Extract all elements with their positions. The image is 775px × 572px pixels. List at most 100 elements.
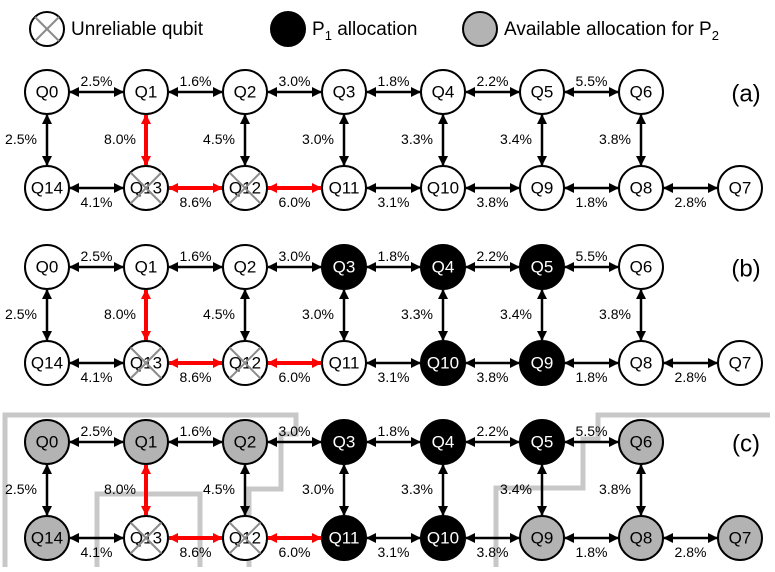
qubit-q14: Q14 bbox=[24, 340, 70, 386]
qubit-circle bbox=[321, 340, 367, 386]
qubit-label: Q4 bbox=[432, 258, 455, 277]
qubit-circle bbox=[123, 419, 169, 465]
edge-label: 3.1% bbox=[378, 369, 410, 385]
edge-label: 3.8% bbox=[477, 544, 509, 560]
qubit-q1: Q1 bbox=[123, 69, 169, 115]
edge-label: 1.8% bbox=[378, 248, 410, 264]
qubit-circle bbox=[519, 419, 565, 465]
qubit-circle bbox=[222, 244, 268, 290]
edge-label: 2.5% bbox=[5, 131, 37, 147]
edge-label: 3.8% bbox=[599, 481, 631, 497]
panel-label: (a) bbox=[731, 81, 760, 108]
qubit-q7: Q7 bbox=[717, 165, 763, 211]
qubit-label: Q6 bbox=[630, 83, 653, 102]
qubit-q10: Q10 bbox=[420, 515, 466, 561]
edge-label: 4.1% bbox=[81, 544, 113, 560]
qubit-circle bbox=[618, 69, 664, 115]
qubit-label: Q5 bbox=[531, 83, 554, 102]
qubit-circle bbox=[420, 244, 466, 290]
qubit-label: Q10 bbox=[427, 354, 459, 373]
edge-label: 4.5% bbox=[203, 131, 235, 147]
qubit-circle bbox=[618, 165, 664, 211]
qubit-q2: Q2 bbox=[222, 69, 268, 115]
p2-region-boundary bbox=[2, 412, 299, 567]
qubit-label: Q11 bbox=[329, 179, 360, 198]
edge-label: 5.5% bbox=[576, 248, 608, 264]
qubit-circle bbox=[519, 340, 565, 386]
qubit-circle bbox=[222, 419, 268, 465]
edge-label: 8.6% bbox=[180, 369, 212, 385]
edge-label: 3.0% bbox=[279, 248, 311, 264]
qubit-q8: Q8 bbox=[618, 165, 664, 211]
edge-label: 2.2% bbox=[477, 423, 509, 439]
qubit-label: Q9 bbox=[531, 179, 554, 198]
edge-label: 8.6% bbox=[180, 544, 212, 560]
qubit-q11: Q11 bbox=[321, 515, 367, 561]
qubit-q6: Q6 bbox=[618, 419, 664, 465]
qubit-label: Q8 bbox=[630, 529, 653, 548]
edge-label: 3.0% bbox=[302, 481, 334, 497]
edge-label: 2.5% bbox=[5, 481, 37, 497]
legend-text: P bbox=[312, 19, 325, 40]
qubit-circle bbox=[618, 419, 664, 465]
qubit-q6: Q6 bbox=[618, 244, 664, 290]
qubit-q8: Q8 bbox=[618, 340, 664, 386]
qubit-label: Q3 bbox=[333, 258, 356, 277]
qubit-q0: Q0 bbox=[24, 244, 70, 290]
qubit-q1: Q1 bbox=[123, 244, 169, 290]
unreliable-cross bbox=[228, 171, 262, 205]
edge-label: 6.0% bbox=[279, 194, 311, 210]
edge-label: 2.8% bbox=[675, 194, 707, 210]
qubit-label: Q5 bbox=[531, 433, 554, 452]
edge-label: 3.1% bbox=[378, 194, 410, 210]
edge-label: 3.0% bbox=[302, 306, 334, 322]
edge-label: 4.5% bbox=[203, 306, 235, 322]
qubit-label: Q0 bbox=[36, 258, 59, 277]
qubit-circle bbox=[24, 515, 70, 561]
qubit-circle bbox=[420, 165, 466, 211]
edge-label: 5.5% bbox=[576, 73, 608, 89]
qubit-q6: Q6 bbox=[618, 69, 664, 115]
edge-label: 6.0% bbox=[279, 544, 311, 560]
qubit-circle bbox=[420, 515, 466, 561]
qubit-circle bbox=[24, 69, 70, 115]
legend: Unreliable qubit P1 allocation Available a… bbox=[29, 11, 719, 47]
edge-label: 1.6% bbox=[180, 73, 212, 89]
edge-label: 3.8% bbox=[477, 369, 509, 385]
qubit-label: Q4 bbox=[432, 433, 455, 452]
legend-label: Available allocation for P2 bbox=[504, 19, 719, 43]
qubit-label: Q8 bbox=[630, 354, 653, 373]
qubit-circle bbox=[321, 244, 367, 290]
legend-item-p2: Available allocation for P2 bbox=[462, 11, 719, 47]
edge-label: 3.3% bbox=[401, 481, 433, 497]
qubit-label: Q6 bbox=[630, 258, 653, 277]
qubit-circle bbox=[618, 340, 664, 386]
qubit-label: Q7 bbox=[729, 354, 752, 373]
qubit-circle bbox=[24, 244, 70, 290]
qubit-q5: Q5 bbox=[519, 244, 565, 290]
qubit-circle bbox=[519, 69, 565, 115]
edge-label: 2.8% bbox=[675, 369, 707, 385]
qubit-q5: Q5 bbox=[519, 419, 565, 465]
qubit-q3: Q3 bbox=[321, 244, 367, 290]
qubit-q7: Q7 bbox=[717, 515, 763, 561]
edge-label: 1.8% bbox=[576, 369, 608, 385]
qubit-circle bbox=[618, 244, 664, 290]
legend-item-p1: P1 allocation bbox=[270, 11, 417, 47]
edge-label: 3.3% bbox=[401, 306, 433, 322]
qubit-circle bbox=[717, 165, 763, 211]
qubit-q9: Q9 bbox=[519, 515, 565, 561]
legend-subscript: 2 bbox=[712, 28, 719, 43]
unreliable-cross bbox=[228, 521, 262, 555]
qubit-label: Q1 bbox=[135, 433, 158, 452]
edge-label: 6.0% bbox=[279, 369, 311, 385]
edge-label: 3.4% bbox=[500, 131, 532, 147]
qubit-circle bbox=[123, 244, 169, 290]
edge-label: 1.8% bbox=[378, 423, 410, 439]
edge-label: 1.6% bbox=[180, 248, 212, 264]
qubit-q13: Q13 bbox=[123, 165, 169, 211]
qubit-q2: Q2 bbox=[222, 419, 268, 465]
qubit-circle bbox=[519, 515, 565, 561]
